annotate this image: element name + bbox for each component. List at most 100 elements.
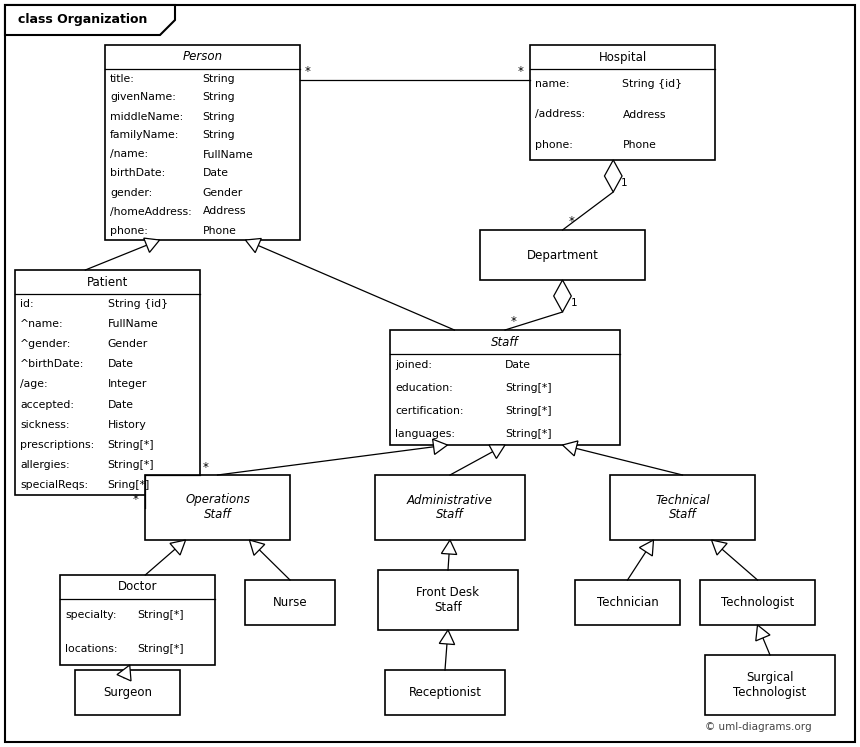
Text: String: String — [202, 111, 235, 122]
Text: String[*]: String[*] — [108, 460, 154, 470]
Bar — [705, 655, 835, 715]
Text: /age:: /age: — [20, 379, 47, 389]
Text: sickness:: sickness: — [20, 420, 70, 430]
Text: Department: Department — [526, 249, 599, 261]
Text: ^gender:: ^gender: — [20, 339, 71, 350]
Text: Phone: Phone — [623, 140, 656, 150]
Bar — [15, 270, 200, 495]
Text: Operations
Staff: Operations Staff — [185, 494, 250, 521]
Polygon shape — [249, 540, 265, 555]
Text: String {id}: String {id} — [108, 299, 168, 309]
Bar — [245, 580, 335, 625]
Bar — [75, 670, 180, 715]
Text: phone:: phone: — [535, 140, 573, 150]
Text: String[*]: String[*] — [505, 429, 551, 438]
Text: familyName:: familyName: — [110, 131, 180, 140]
Text: String: String — [202, 93, 235, 102]
Text: Integer: Integer — [108, 379, 147, 389]
Bar — [375, 475, 525, 540]
Text: /name:: /name: — [110, 149, 148, 160]
Text: ^name:: ^name: — [20, 319, 64, 329]
Text: certification:: certification: — [395, 406, 464, 416]
Text: Phone: Phone — [202, 226, 237, 235]
Polygon shape — [170, 540, 186, 555]
Text: Surgeon: Surgeon — [103, 686, 152, 699]
Bar — [378, 570, 518, 630]
Text: education:: education: — [395, 383, 452, 393]
Text: ^birthDate:: ^birthDate: — [20, 359, 84, 369]
Polygon shape — [433, 439, 447, 454]
Text: String[*]: String[*] — [138, 610, 184, 621]
Polygon shape — [756, 625, 770, 641]
Bar — [390, 330, 620, 445]
Text: Date: Date — [108, 359, 133, 369]
Polygon shape — [489, 445, 505, 459]
Text: /homeAddress:: /homeAddress: — [110, 206, 192, 217]
Polygon shape — [441, 540, 457, 554]
Text: specialReqs:: specialReqs: — [20, 480, 88, 490]
Bar — [145, 475, 290, 540]
Text: FullName: FullName — [108, 319, 158, 329]
Text: Hospital: Hospital — [599, 51, 647, 63]
Text: id:: id: — [20, 299, 34, 309]
Text: Patient: Patient — [87, 276, 128, 288]
Text: accepted:: accepted: — [20, 400, 74, 409]
Bar — [575, 580, 680, 625]
Text: Nurse: Nurse — [273, 596, 307, 609]
Bar — [480, 230, 645, 280]
Text: Person: Person — [182, 51, 223, 63]
Text: FullName: FullName — [202, 149, 253, 160]
Text: gender:: gender: — [110, 187, 152, 197]
Text: Receptionist: Receptionist — [408, 686, 482, 699]
Text: String[*]: String[*] — [108, 440, 154, 450]
Text: *: * — [133, 494, 138, 506]
Text: locations:: locations: — [65, 643, 118, 654]
Text: *: * — [203, 461, 209, 474]
Polygon shape — [245, 238, 261, 252]
Text: 1: 1 — [621, 178, 628, 188]
Bar — [530, 45, 715, 160]
Bar — [60, 575, 215, 665]
Text: String: String — [202, 73, 235, 84]
Text: *: * — [518, 65, 524, 78]
Text: languages:: languages: — [395, 429, 455, 438]
Text: Front Desk
Staff: Front Desk Staff — [416, 586, 480, 614]
Bar — [385, 670, 505, 715]
Text: String[*]: String[*] — [138, 643, 184, 654]
Text: name:: name: — [535, 79, 569, 89]
Polygon shape — [554, 280, 571, 312]
Text: *: * — [511, 315, 517, 328]
Text: phone:: phone: — [110, 226, 148, 235]
Text: 1: 1 — [570, 298, 577, 308]
Text: History: History — [108, 420, 146, 430]
Text: Technologist: Technologist — [721, 596, 794, 609]
Text: Address: Address — [202, 206, 246, 217]
Bar — [105, 45, 300, 240]
Text: Address: Address — [623, 110, 666, 120]
Polygon shape — [640, 540, 654, 556]
Polygon shape — [144, 238, 160, 252]
Text: prescriptions:: prescriptions: — [20, 440, 95, 450]
Text: Technical
Staff: Technical Staff — [655, 494, 710, 521]
Polygon shape — [711, 540, 727, 555]
Polygon shape — [5, 5, 175, 35]
Polygon shape — [562, 441, 578, 456]
Text: Date: Date — [505, 360, 531, 371]
Text: Date: Date — [202, 169, 229, 179]
Bar — [610, 475, 755, 540]
Text: *: * — [305, 65, 310, 78]
Text: givenName:: givenName: — [110, 93, 176, 102]
Text: String: String — [202, 131, 235, 140]
Text: String[*]: String[*] — [505, 406, 551, 416]
Text: *: * — [568, 215, 574, 228]
Text: /address:: /address: — [535, 110, 585, 120]
Text: Administrative
Staff: Administrative Staff — [407, 494, 493, 521]
Text: middleName:: middleName: — [110, 111, 183, 122]
Polygon shape — [439, 630, 455, 645]
Text: Staff: Staff — [491, 335, 519, 349]
Text: © uml-diagrams.org: © uml-diagrams.org — [705, 722, 812, 732]
Text: Date: Date — [108, 400, 133, 409]
Polygon shape — [605, 160, 622, 192]
Text: Surgical
Technologist: Surgical Technologist — [734, 671, 807, 699]
Text: String {id}: String {id} — [623, 79, 683, 89]
